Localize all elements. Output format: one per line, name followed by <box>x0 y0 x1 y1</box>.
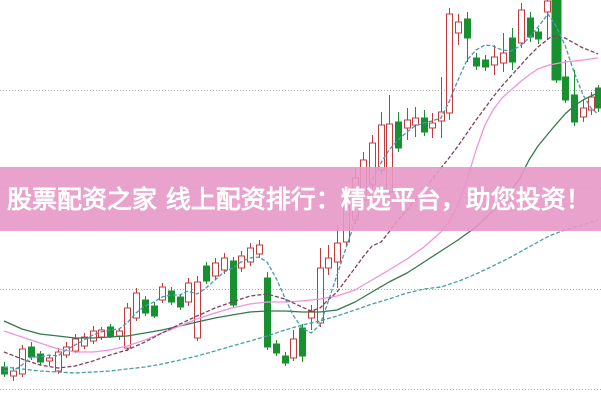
promo-banner[interactable]: 股票配资之家 线上配资排行：精选平台，助您投资！ <box>0 167 601 231</box>
promo-banner-text: 股票配资之家 线上配资排行：精选平台，助您投资！ <box>7 184 591 214</box>
